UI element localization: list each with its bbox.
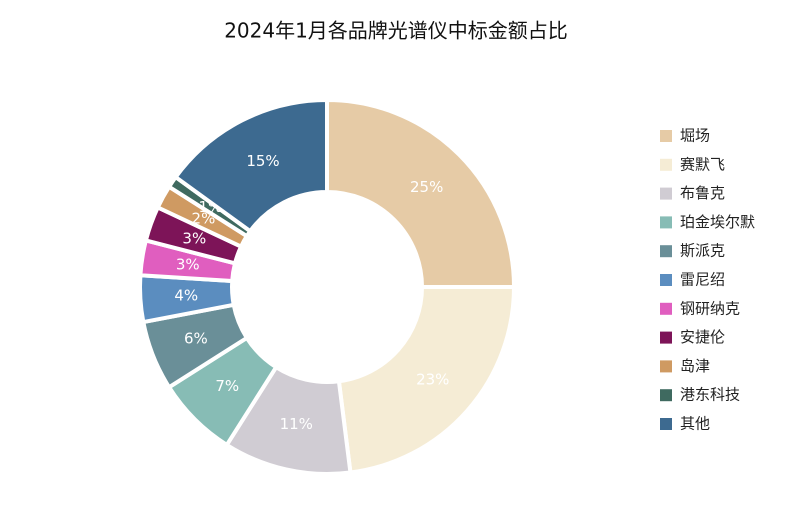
value-label: 3%: [176, 255, 200, 273]
legend-swatch: [660, 245, 672, 258]
legend-swatch: [660, 216, 672, 229]
chart-title: 2024年1月各品牌光谱仪中标金额占比: [224, 19, 568, 43]
value-label: 11%: [280, 415, 313, 433]
value-label: 6%: [184, 329, 208, 347]
value-label: 4%: [174, 286, 198, 304]
legend-label: 港东科技: [680, 386, 740, 404]
legend-label: 雷尼绍: [680, 271, 725, 289]
legend-label: 布鲁克: [680, 184, 725, 202]
legend-label: 斯派克: [680, 242, 725, 260]
legend-label: 堀场: [680, 127, 710, 145]
legend-label: 其他: [680, 415, 710, 433]
donut-segment: [336, 285, 517, 475]
legend-swatch: [660, 187, 672, 200]
legend-swatch: [660, 274, 672, 286]
legend-swatch: [660, 130, 672, 142]
value-label: 23%: [416, 371, 449, 389]
legend-label: 安捷伦: [680, 328, 725, 346]
legend-label: 珀金埃尔默: [680, 213, 755, 231]
value-label: 3%: [182, 230, 206, 248]
donut-segment: [172, 97, 329, 234]
value-label: 25%: [410, 178, 443, 196]
legend-label: 钢研纳克: [680, 299, 740, 317]
legend-label: 岛津: [680, 357, 710, 375]
legend-swatch: [660, 158, 672, 171]
value-label: 7%: [215, 377, 239, 395]
legend-label: 赛默飞: [680, 155, 725, 173]
legend-swatch: [660, 302, 672, 315]
donut-segment: [325, 97, 517, 289]
legend-swatch: [660, 389, 672, 402]
value-label: 15%: [246, 152, 279, 170]
legend-swatch: [660, 360, 672, 373]
legend-swatch: [660, 331, 672, 344]
legend-swatch: [660, 418, 672, 430]
